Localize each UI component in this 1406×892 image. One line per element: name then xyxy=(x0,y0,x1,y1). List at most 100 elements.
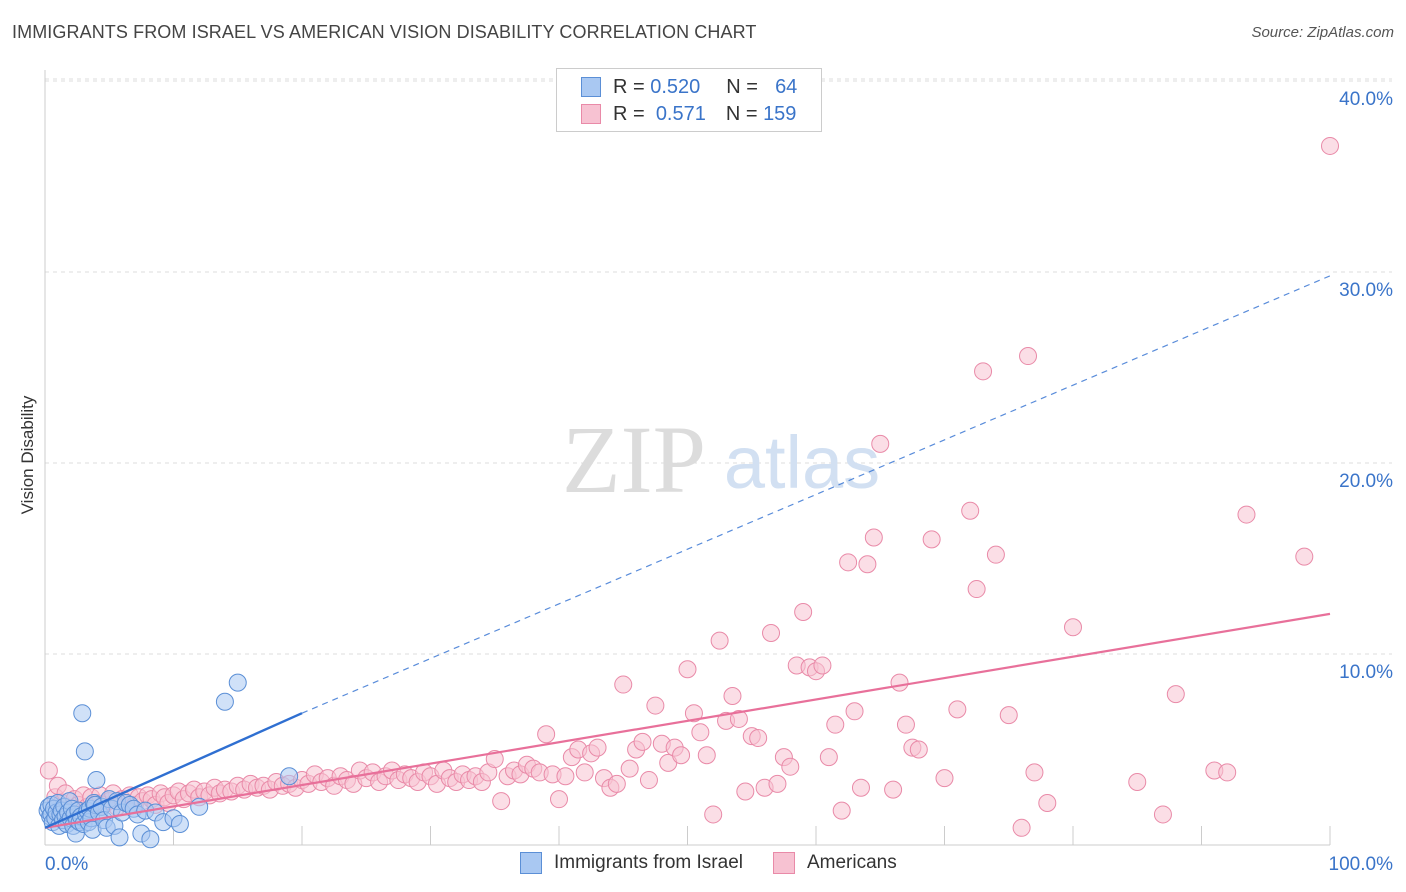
legend-n-value: 64 xyxy=(775,75,798,98)
trend-line-americans xyxy=(44,612,1331,829)
watermark-zip: ZIP xyxy=(562,406,706,513)
point-americans xyxy=(672,746,691,765)
legend-label-israel: Immigrants from Israel xyxy=(554,852,743,873)
point-americans xyxy=(684,704,703,723)
y-tick-label: 40.0% xyxy=(1339,89,1393,110)
chart-title: IMMIGRANTS FROM ISRAEL VS AMERICAN VISIO… xyxy=(12,22,757,42)
point-americans xyxy=(1237,505,1256,524)
legend-swatch-blue xyxy=(581,77,601,97)
point-americans xyxy=(704,805,723,824)
point-immigrants-from-israel xyxy=(73,704,92,723)
y-tick-label: 10.0% xyxy=(1339,662,1393,683)
point-americans xyxy=(864,528,883,547)
legend-n-label: N = xyxy=(725,102,758,125)
point-americans xyxy=(710,631,729,650)
point-immigrants-from-israel xyxy=(170,814,189,833)
legend-r-label: R = xyxy=(613,75,645,98)
point-americans xyxy=(781,757,800,776)
legend-r-value: 0.571 xyxy=(655,102,706,125)
point-americans xyxy=(948,700,967,719)
legend-row-americans: R = 0.571 N = 159 xyxy=(581,102,796,126)
point-americans xyxy=(1321,136,1339,155)
point-americans xyxy=(749,729,768,748)
x-tick-label: 100.0% xyxy=(1329,854,1394,875)
point-americans xyxy=(537,725,556,744)
legend-n-value: 159 xyxy=(763,102,797,125)
series-immigrants-from-israel xyxy=(38,673,299,849)
point-americans xyxy=(762,623,781,642)
point-americans xyxy=(813,656,832,675)
point-americans xyxy=(723,687,742,706)
point-americans xyxy=(1166,685,1185,704)
y-tick-label: 20.0% xyxy=(1339,471,1393,492)
legend-swatch-pink xyxy=(581,104,601,124)
legend-swatch-blue xyxy=(520,852,542,874)
legend-label-americans: Americans xyxy=(806,852,897,873)
point-americans xyxy=(794,602,813,621)
point-americans xyxy=(697,746,716,765)
legend-item-americans: Americans xyxy=(772,852,897,874)
axes xyxy=(44,70,1331,846)
point-immigrants-from-israel xyxy=(280,767,299,786)
point-americans xyxy=(1019,347,1038,366)
point-immigrants-from-israel xyxy=(110,828,129,847)
point-americans xyxy=(633,732,652,751)
point-americans xyxy=(736,782,755,801)
series-legend: Immigrants from Israel Americans xyxy=(520,852,927,874)
legend-r-value: 0.520 xyxy=(650,75,701,98)
point-americans xyxy=(922,530,941,549)
point-americans xyxy=(39,761,58,780)
point-americans xyxy=(1038,793,1057,812)
point-americans xyxy=(1128,772,1147,791)
point-americans xyxy=(871,434,890,453)
point-americans xyxy=(839,553,858,572)
y-tick-label: 30.0% xyxy=(1339,280,1393,301)
point-americans xyxy=(851,778,870,797)
point-americans xyxy=(1153,805,1172,824)
tick-labels: 10.0% 20.0% 30.0% 40.0% 0.0% 100.0% xyxy=(45,89,1393,875)
point-americans xyxy=(858,555,877,574)
legend-n-label: N = xyxy=(726,75,758,98)
point-americans xyxy=(961,501,980,520)
point-americans xyxy=(826,715,845,734)
point-americans xyxy=(1295,547,1314,566)
point-americans xyxy=(614,675,633,694)
point-americans xyxy=(896,715,915,734)
point-americans xyxy=(639,771,658,790)
watermark: ZIP atlas xyxy=(562,406,880,513)
grid-lines xyxy=(45,78,1392,655)
point-immigrants-from-israel xyxy=(75,742,94,761)
point-americans xyxy=(974,362,993,381)
legend-row-israel: R = 0.520 N = 64 xyxy=(581,75,797,99)
point-americans xyxy=(620,759,639,778)
point-americans xyxy=(575,763,594,782)
point-americans xyxy=(935,769,954,788)
point-americans xyxy=(768,774,787,793)
stats-legend: R = 0.520 N = 64 R = 0.571 N = 159 xyxy=(556,68,822,132)
point-americans xyxy=(550,790,568,809)
legend-r-label: R = xyxy=(613,102,645,125)
point-americans xyxy=(1025,763,1044,782)
point-americans xyxy=(845,702,864,721)
point-americans xyxy=(1012,818,1031,837)
point-americans xyxy=(1218,763,1237,782)
trend-lines xyxy=(44,275,1331,829)
legend-swatch-pink xyxy=(772,852,795,874)
point-immigrants-from-israel xyxy=(141,830,160,849)
y-axis-label: Vision Disability xyxy=(18,395,37,515)
point-americans xyxy=(492,792,511,811)
legend-item-israel: Immigrants from Israel xyxy=(520,852,743,874)
point-americans xyxy=(691,723,710,742)
point-americans xyxy=(729,709,748,728)
point-americans xyxy=(890,673,909,692)
point-americans xyxy=(819,748,838,767)
source-label: Source: ZipAtlas.com xyxy=(1251,24,1394,41)
point-americans xyxy=(832,801,851,820)
point-americans xyxy=(986,545,1005,564)
point-americans xyxy=(607,774,626,793)
point-immigrants-from-israel xyxy=(87,771,106,790)
series-americans xyxy=(39,136,1339,837)
point-americans xyxy=(884,780,903,799)
point-americans xyxy=(678,660,697,679)
